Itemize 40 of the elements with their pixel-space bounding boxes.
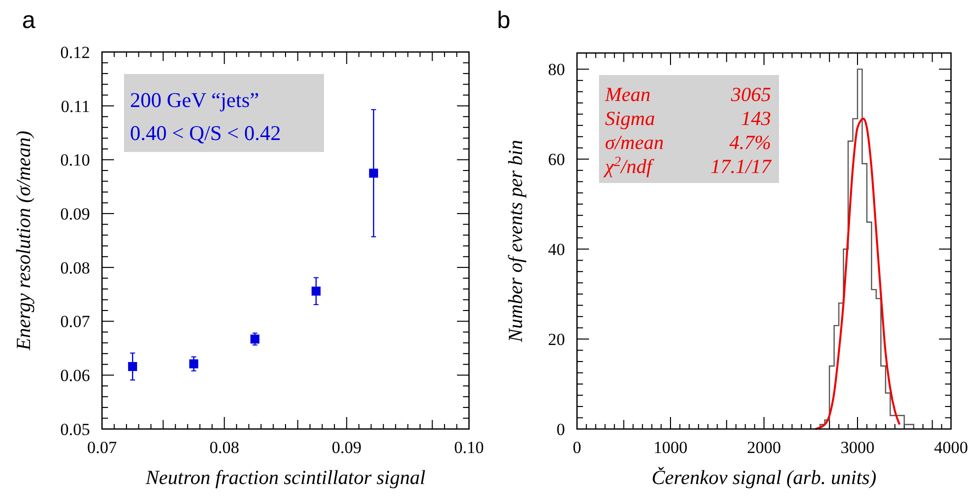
y-tick-label: 0.06: [60, 366, 90, 386]
x-tick-label: 0.07: [87, 438, 118, 457]
point: [189, 359, 198, 368]
text: σ/mean 4.7%: [605, 132, 771, 154]
annotation: 0.40 < Q/S < 0.42: [130, 120, 281, 145]
y-tick-label: 0.07: [60, 312, 90, 332]
x-tick-label: 2000: [747, 438, 781, 457]
y-axis-title: Energy resolution (σ/mean): [13, 130, 35, 352]
x-tick-label: 0: [572, 438, 582, 457]
x-axis-title: Čerenkov signal (arb. units): [652, 466, 877, 489]
y-tick-label: 0.05: [60, 420, 90, 439]
annotation: 200 GeV “jets”: [130, 88, 260, 112]
point: [128, 362, 138, 372]
point: [312, 286, 321, 296]
y-axis-title: Number of events per bin: [505, 140, 527, 344]
y-tick-label: 20: [548, 330, 565, 349]
point: [369, 168, 378, 178]
x-tick-label: 0.09: [332, 438, 362, 457]
x-tick-label: 0.10: [454, 438, 484, 457]
x-tick-label: 0.08: [209, 438, 240, 457]
point: [250, 334, 260, 344]
y-tick-label: 0: [556, 420, 565, 439]
y-tick-label: 0.08: [60, 258, 90, 278]
x-tick-label: 1000: [654, 438, 688, 457]
chart-title: b: [497, 7, 510, 34]
text: Sigma 143: [605, 108, 771, 130]
x-tick-label: 4000: [934, 438, 968, 457]
text: Mean 3065: [605, 84, 771, 106]
y-tick-label: 60: [548, 150, 565, 170]
y-tick-label: 40: [548, 240, 565, 260]
y-tick-label: 0.12: [60, 42, 90, 62]
x-tick-label: 3000: [840, 438, 874, 457]
line-series: [814, 118, 901, 430]
y-tick-label: 0.11: [60, 96, 90, 116]
y-tick-label: 0.10: [60, 150, 90, 170]
text: χ$^{2}$/ndf 17.1/17: [605, 154, 771, 178]
y-tick-label: 0.09: [60, 204, 90, 224]
chart-title: a: [22, 7, 36, 34]
x-axis-title: Neutron fraction scintillator signal: [144, 467, 426, 489]
y-tick-label: 80: [548, 60, 565, 80]
